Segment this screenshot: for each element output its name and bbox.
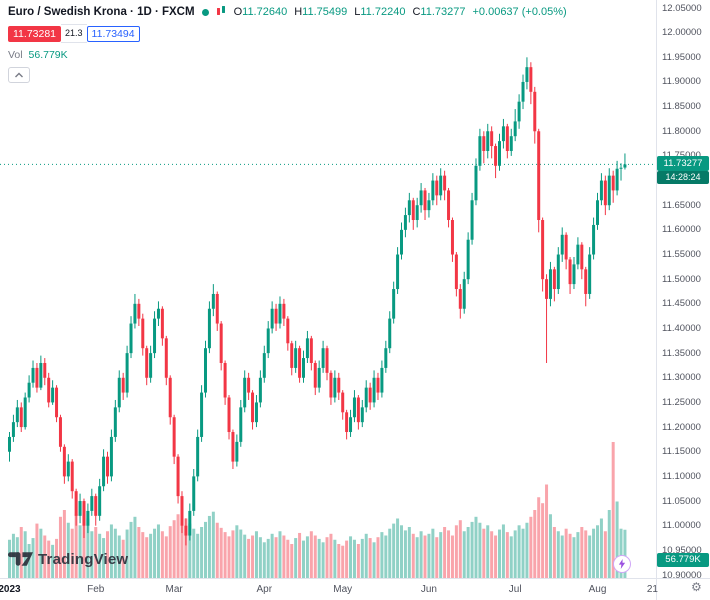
price-axis-label: 11.65000	[662, 199, 701, 211]
buy-price-button[interactable]: 11.73494	[86, 25, 140, 42]
open-label: O	[233, 6, 243, 18]
volume-label: Vol	[8, 49, 23, 61]
time-axis-label: Jun	[420, 584, 437, 595]
open-value: 11.72640	[242, 6, 288, 18]
price-axis-label: 11.95000	[662, 51, 701, 63]
price-axis-label: 10.95000	[662, 544, 702, 556]
quote-details-icon[interactable]	[216, 5, 227, 19]
chevron-up-icon	[15, 72, 23, 78]
price-axis-label: 11.30000	[662, 372, 701, 384]
price-axis-label: 11.35000	[662, 347, 701, 359]
close-value: 11.73277	[420, 6, 466, 18]
time-axis[interactable]: 2023 Feb Mar Apr May Jun Jul Aug 21	[0, 579, 658, 600]
high-label: H	[294, 6, 303, 18]
price-axis-label: 11.10000	[662, 470, 701, 482]
market-status-icon	[201, 8, 209, 16]
tradingview-logo[interactable]: TradingView	[8, 550, 128, 568]
tradingview-logo-icon	[8, 552, 33, 566]
close-label: C	[412, 6, 421, 18]
price-axis-label: 11.75000	[662, 150, 701, 161]
collapse-pane-button[interactable]	[8, 67, 30, 83]
low-value: 11.72240	[360, 6, 406, 18]
low-label: L	[354, 6, 361, 18]
change-value: +0.00637 (+0.05%)	[472, 6, 567, 18]
tradingview-logo-text: TradingView	[38, 550, 129, 568]
price-axis-label: 11.90000	[662, 76, 701, 88]
price-axis-label: 12.05000	[662, 2, 702, 14]
price-axis-label: 11.00000	[662, 520, 701, 532]
price-axis-divider	[656, 0, 657, 600]
price-axis-label: 10.90000	[662, 569, 702, 581]
price-axis-label: 11.25000	[662, 396, 701, 408]
price-axis-label: 11.50000	[662, 273, 701, 285]
time-axis-label: Feb	[87, 584, 105, 595]
time-axis-label: Aug	[588, 584, 607, 595]
volume-axis-tag: 56.779K	[657, 553, 709, 567]
price-axis-label: 11.15000	[662, 446, 701, 458]
price-axis-label: 11.80000	[662, 125, 701, 137]
ohlc-readout: O11.72640 H11.75499 L11.72240 C11.73277 …	[234, 6, 567, 18]
countdown-tag: 14:28:24	[657, 171, 709, 185]
time-axis-label: Jul	[508, 584, 522, 595]
price-axis-label: 11.85000	[662, 101, 701, 113]
spread-value: 21.3	[61, 24, 87, 43]
price-axis-label: 12.00000	[662, 27, 702, 39]
price-axis-label: 11.40000	[662, 322, 701, 334]
time-axis-divider	[0, 578, 710, 579]
current-price-tag: 11.73277	[657, 156, 709, 172]
price-axis[interactable]: 12.05000 12.00000 11.95000 11.90000 11.85000…	[657, 0, 710, 581]
sell-price-button[interactable]: 11.73281	[8, 25, 62, 42]
time-axis-settings-icon[interactable]: ⚙	[691, 580, 702, 594]
chart-legend: Euro / Swedish Krona · 1D · FXCM O11.726…	[8, 5, 567, 83]
price-axis-label: 11.60000	[662, 224, 701, 236]
symbol-title[interactable]: Euro / Swedish Krona · 1D · FXCM	[8, 6, 195, 18]
price-axis-label: 11.05000	[662, 495, 701, 507]
lightning-bolt-icon	[618, 559, 626, 569]
time-axis-label: May	[333, 584, 353, 595]
time-axis-label: 21	[646, 584, 658, 595]
price-axis-label: 11.20000	[662, 421, 701, 433]
time-axis-label: Mar	[165, 584, 183, 595]
volume-value: 56.779K	[28, 49, 68, 61]
quick-trade-button[interactable]	[613, 555, 631, 573]
time-axis-label: 2023	[0, 584, 21, 595]
price-axis-label: 11.55000	[662, 249, 701, 261]
time-axis-label: Apr	[256, 584, 273, 595]
high-value: 11.75499	[302, 6, 348, 18]
price-axis-label: 11.45000	[662, 298, 701, 310]
